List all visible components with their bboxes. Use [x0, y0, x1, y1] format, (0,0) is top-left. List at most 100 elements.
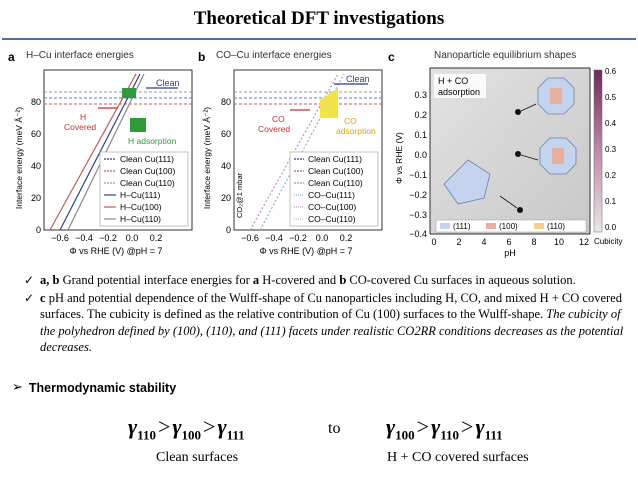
b-ytick: 40: [221, 161, 231, 171]
arrow-bullet-icon: ➢: [12, 380, 23, 395]
a-ann-hads: H adsorption: [128, 136, 176, 146]
thermo-heading: ➢ Thermodynamic stability: [12, 380, 176, 395]
panel-b-chart: Interface energy (meV Å⁻²) CO₂@1 mbar 0 …: [202, 69, 383, 256]
panel-c-xlabel: pH: [504, 248, 516, 258]
bullet-item: ✓ c pH and potential dependence of the W…: [24, 290, 630, 356]
a-ytick: 40: [31, 161, 41, 171]
thermo-heading-text: Thermodynamic stability: [28, 380, 177, 395]
b-ann-co: CO: [272, 114, 285, 124]
c-cb-tick: 0.2: [605, 171, 617, 180]
c-cb-tick: 0.4: [605, 119, 617, 128]
c-ytick: −0.3: [409, 210, 427, 220]
a-ytick: 60: [31, 129, 41, 139]
b-ann-clean: Clean: [346, 74, 370, 84]
c-xtick: 12: [579, 237, 589, 247]
a-legend-item: Clean Cu(111): [120, 154, 174, 164]
a-legend-item: Clean Cu(110): [120, 178, 175, 188]
panel-b-ylabel: Interface energy (meV Å⁻²): [202, 107, 212, 209]
panel-b-xticks: −0.6 −0.4 −0.2 0.0 0.2: [241, 233, 352, 243]
panel-a-letter: a: [8, 50, 15, 64]
c-ytick: 0.2: [414, 110, 427, 120]
panel-b-title: CO–Cu interface energies: [216, 50, 332, 61]
b-ytick: 60: [221, 129, 231, 139]
checkmark-icon: ✓: [24, 290, 35, 305]
panel-a-legend: Clean Cu(111) Clean Cu(100) Clean Cu(110…: [120, 154, 175, 224]
panel-c-letter: c: [388, 50, 395, 64]
a-xtick: −0.6: [51, 233, 69, 243]
panel-a-title: H–Cu interface energies: [26, 50, 134, 61]
a-ytick: 0: [36, 225, 41, 235]
c-xtick: 8: [531, 237, 536, 247]
b-ann-coads: CO: [344, 116, 357, 126]
b-ann-co2: Covered: [258, 124, 290, 134]
panel-b-side: CO₂@1 mbar: [235, 172, 244, 218]
c-colorbar: [593, 69, 603, 233]
b-legend-item: CO–Cu(111): [308, 190, 355, 200]
panel-c-xticks: 0 2 4 6 8 10 12: [431, 237, 589, 247]
b-ann-coads2: adsorption: [336, 126, 376, 136]
panel-c-ylabel: Φ vs RHE (V): [394, 132, 404, 184]
c-cb-tick: 0.5: [605, 93, 617, 102]
c-ann: H + CO: [438, 76, 468, 86]
panel-a-ylabel: Interface energy (meV Å⁻²): [14, 107, 24, 209]
b-ytick: 0: [226, 225, 231, 235]
c-cb-tick: 0.0: [605, 223, 617, 232]
a-ann-h2: Covered: [64, 122, 96, 132]
a-ann-clean: Clean: [156, 78, 180, 88]
inequality-clean: γ110>γ100>γ111: [128, 414, 245, 443]
c-cb-tick: 0.6: [605, 67, 617, 76]
c-legend-item: (110): [547, 222, 565, 231]
a-xtick: −0.2: [99, 233, 117, 243]
panel-b-legend: Clean Cu(111) Clean Cu(100) Clean Cu(110…: [308, 154, 363, 224]
a-ytick: 80: [31, 97, 41, 107]
a-legend-item: H–Cu(100): [120, 202, 162, 212]
c-ytick: 0.1: [414, 130, 427, 140]
panel-b: b CO–Cu interface energies Interface ene…: [198, 48, 388, 260]
panel-b-letter: b: [198, 50, 206, 64]
b-xtick: 0.2: [340, 233, 353, 243]
c-colorbar-ticks: 0.6 0.5 0.4 0.3 0.2 0.1 0.0: [605, 67, 617, 232]
b-legend-item: Clean Cu(111): [308, 154, 362, 164]
panel-c-yticks: 0.3 0.2 0.1 0.0 −0.1 −0.2 −0.3 −0.4: [409, 90, 427, 239]
title-divider: [2, 38, 636, 40]
panel-a: a H–Cu interface energies Interface ener…: [8, 48, 198, 260]
checkmark-icon: ✓: [24, 273, 35, 287]
c-ytick: −0.2: [409, 190, 427, 200]
inequality-covered: γ100>γ110>γ111: [386, 414, 503, 443]
b-legend-item: CO–Cu(110): [308, 214, 356, 224]
c-legend-item: (111): [453, 222, 471, 231]
c-xtick: 2: [456, 237, 461, 247]
b-xtick: −0.4: [265, 233, 283, 243]
a-ann-h: H: [80, 112, 86, 122]
panel-c-title: Nanoparticle equilibrium shapes: [434, 50, 577, 61]
panel-b-yticks: 0 20 40 60 80: [221, 97, 231, 235]
c-xtick: 10: [554, 237, 564, 247]
a-xtick: 0.0: [126, 233, 139, 243]
c-xtick: 4: [481, 237, 486, 247]
b-xtick: 0.0: [316, 233, 329, 243]
a-legend-item: H–Cu(110): [120, 214, 161, 224]
a-xtick: −0.4: [75, 233, 93, 243]
panel-a-yticks: 0 20 40 60 80: [31, 97, 41, 235]
a-ytick: 20: [31, 193, 41, 203]
c-shape-3: [443, 159, 491, 205]
panel-a-xlabel: Φ vs RHE (V) @pH = 7: [69, 246, 162, 256]
b-ytick: 20: [221, 193, 231, 203]
b-ytick: 80: [221, 97, 231, 107]
a-legend-item: Clean Cu(100): [120, 166, 175, 176]
c-cb-label: Cubicity: [594, 237, 622, 246]
figure: a H–Cu interface energies Interface ener…: [8, 48, 638, 260]
c-ytick: 0.3: [414, 90, 427, 100]
c-ytick: −0.1: [409, 170, 427, 180]
b-xtick: −0.6: [241, 233, 259, 243]
b-xtick: −0.2: [289, 233, 307, 243]
c-ann2: adsorption: [438, 87, 480, 97]
caption-bullets: ✓ a, b Grand potential interface energie…: [24, 272, 630, 357]
c-xtick: 0: [431, 237, 436, 247]
panel-a-chart: Interface energy (meV Å⁻²) 0 20 40 60 80…: [14, 69, 193, 256]
connector-to: to: [328, 420, 341, 437]
a-legend-item: H–Cu(111): [120, 190, 160, 200]
c-cb-tick: 0.3: [605, 145, 617, 154]
c-legend-item: (100): [499, 222, 518, 231]
b-legend-item: CO–Cu(100): [308, 202, 356, 212]
